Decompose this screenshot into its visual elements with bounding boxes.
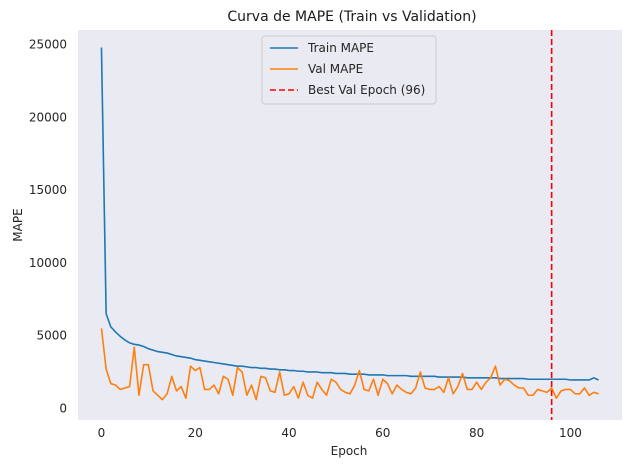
legend-frame [261, 35, 437, 105]
x-tick-label: 100 [559, 426, 582, 440]
y-tick-label: 15000 [29, 183, 67, 197]
val-mape-line [100, 328, 599, 401]
y-tick-label: 25000 [29, 38, 67, 52]
x-tick-label: 80 [469, 426, 484, 440]
legend-label: Train MAPE [307, 41, 374, 55]
legend: Train MAPE Val MAPE Best Val Epoch (96) [261, 35, 437, 105]
legend-label: Val MAPE [308, 62, 363, 76]
y-tick-label: 10000 [29, 256, 67, 270]
x-tick-label: 0 [98, 426, 106, 440]
x-tick-label: 60 [375, 426, 390, 440]
train-mape-line [100, 47, 599, 381]
x-tick-label: 40 [281, 426, 296, 440]
x-tick-label: 20 [188, 426, 203, 440]
x-axis: 0 20 40 60 80 100 [98, 426, 582, 440]
legend-label: Best Val Epoch (96) [308, 83, 425, 97]
chart-title: Curva de MAPE (Train vs Validation) [227, 9, 476, 25]
y-axis-label: MAPE [11, 208, 25, 241]
y-axis: 0 5000 10000 15000 20000 25000 [29, 38, 67, 416]
y-tick-label: 5000 [36, 329, 67, 343]
x-axis-label: Epoch [331, 444, 368, 458]
y-tick-label: 20000 [29, 110, 67, 124]
y-tick-label: 0 [59, 401, 67, 415]
series-layer [100, 30, 599, 420]
